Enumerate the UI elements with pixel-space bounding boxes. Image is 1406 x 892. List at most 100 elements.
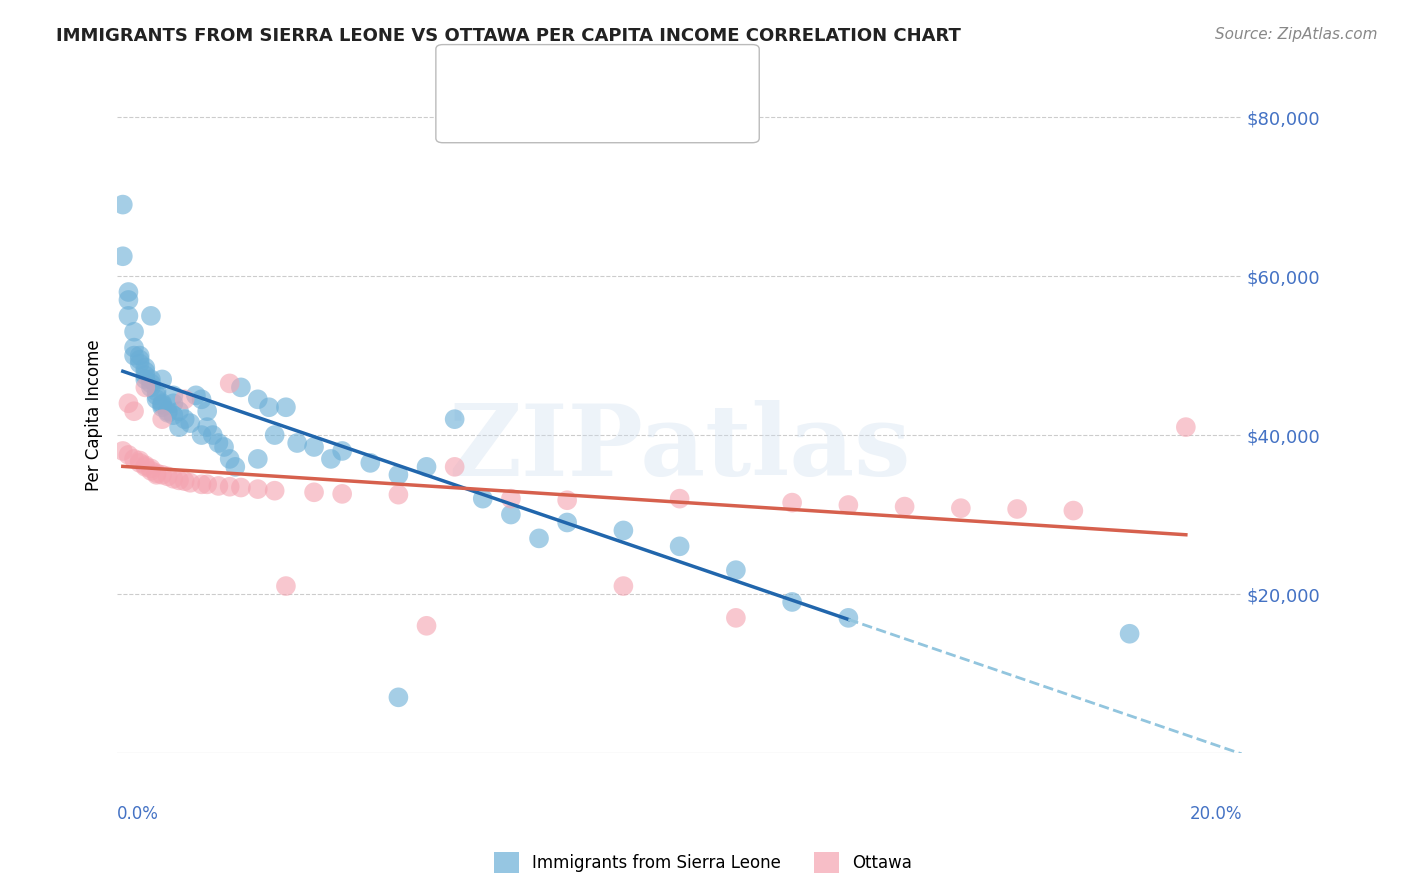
Y-axis label: Per Capita Income: Per Capita Income	[86, 339, 103, 491]
Point	[668, 491, 690, 506]
Point	[162, 396, 184, 410]
Point	[837, 498, 859, 512]
Point	[246, 482, 269, 496]
Point	[111, 249, 134, 263]
Point	[274, 579, 297, 593]
Point	[122, 341, 145, 355]
Point	[780, 595, 803, 609]
Point	[285, 436, 308, 450]
Point	[117, 293, 139, 307]
Point	[128, 357, 150, 371]
Point	[724, 563, 747, 577]
Point	[949, 501, 972, 516]
Point	[162, 388, 184, 402]
Point	[173, 474, 195, 488]
Point	[229, 380, 252, 394]
Point	[1174, 420, 1197, 434]
Point	[150, 398, 173, 412]
Point	[195, 404, 218, 418]
Point	[319, 451, 342, 466]
Point	[415, 459, 437, 474]
Point	[162, 408, 184, 422]
Point	[150, 412, 173, 426]
Point	[139, 461, 162, 475]
Point	[387, 467, 409, 482]
Point	[179, 416, 201, 430]
Point	[195, 420, 218, 434]
Point	[173, 412, 195, 426]
Point	[302, 485, 325, 500]
Point	[134, 458, 156, 473]
Point	[128, 352, 150, 367]
Point	[229, 481, 252, 495]
Point	[128, 453, 150, 467]
Point	[150, 396, 173, 410]
Point	[1062, 503, 1084, 517]
Text: IMMIGRANTS FROM SIERRA LEONE VS OTTAWA PER CAPITA INCOME CORRELATION CHART: IMMIGRANTS FROM SIERRA LEONE VS OTTAWA P…	[56, 27, 962, 45]
Point	[274, 401, 297, 415]
Point	[156, 404, 179, 418]
Point	[167, 474, 190, 488]
Point	[212, 440, 235, 454]
Point	[387, 690, 409, 705]
Point	[134, 364, 156, 378]
Point	[612, 579, 634, 593]
Point	[128, 349, 150, 363]
Point	[1005, 502, 1028, 516]
Point	[724, 611, 747, 625]
Point	[162, 472, 184, 486]
Point	[167, 420, 190, 434]
Point	[128, 456, 150, 470]
Point	[893, 500, 915, 514]
Point	[218, 451, 240, 466]
Point	[139, 376, 162, 391]
Point	[780, 495, 803, 509]
Point	[145, 467, 167, 482]
Point	[145, 467, 167, 481]
Point	[111, 197, 134, 211]
Point	[184, 388, 207, 402]
Point	[190, 428, 212, 442]
Point	[122, 349, 145, 363]
Text: Source: ZipAtlas.com: Source: ZipAtlas.com	[1215, 27, 1378, 42]
Point	[156, 469, 179, 483]
Text: R = -0.398    N = 70: R = -0.398 N = 70	[482, 65, 665, 83]
Point	[246, 451, 269, 466]
Point	[145, 388, 167, 402]
Point	[150, 467, 173, 482]
Point	[190, 392, 212, 407]
Point	[117, 285, 139, 299]
Point	[415, 619, 437, 633]
Point	[224, 459, 246, 474]
Point	[443, 412, 465, 426]
Point	[139, 372, 162, 386]
Point	[134, 368, 156, 383]
Point	[134, 459, 156, 474]
Point	[145, 392, 167, 407]
Point	[195, 477, 218, 491]
Point	[387, 488, 409, 502]
Point	[443, 459, 465, 474]
Text: R = -0.094    N = 48: R = -0.094 N = 48	[482, 107, 665, 125]
Point	[257, 401, 280, 415]
Point	[122, 404, 145, 418]
Point	[612, 524, 634, 538]
Point	[837, 611, 859, 625]
Point	[156, 406, 179, 420]
Point	[201, 428, 224, 442]
Point	[499, 508, 522, 522]
Point	[471, 491, 494, 506]
Point	[167, 404, 190, 418]
Point	[302, 440, 325, 454]
Point	[179, 475, 201, 490]
Point	[263, 483, 285, 498]
Point	[263, 428, 285, 442]
Point	[218, 376, 240, 391]
Point	[173, 392, 195, 407]
Point	[145, 384, 167, 399]
Point	[190, 477, 212, 491]
Text: ZIPatlas: ZIPatlas	[449, 401, 911, 498]
Point	[134, 372, 156, 386]
Point	[117, 448, 139, 462]
Point	[330, 444, 353, 458]
